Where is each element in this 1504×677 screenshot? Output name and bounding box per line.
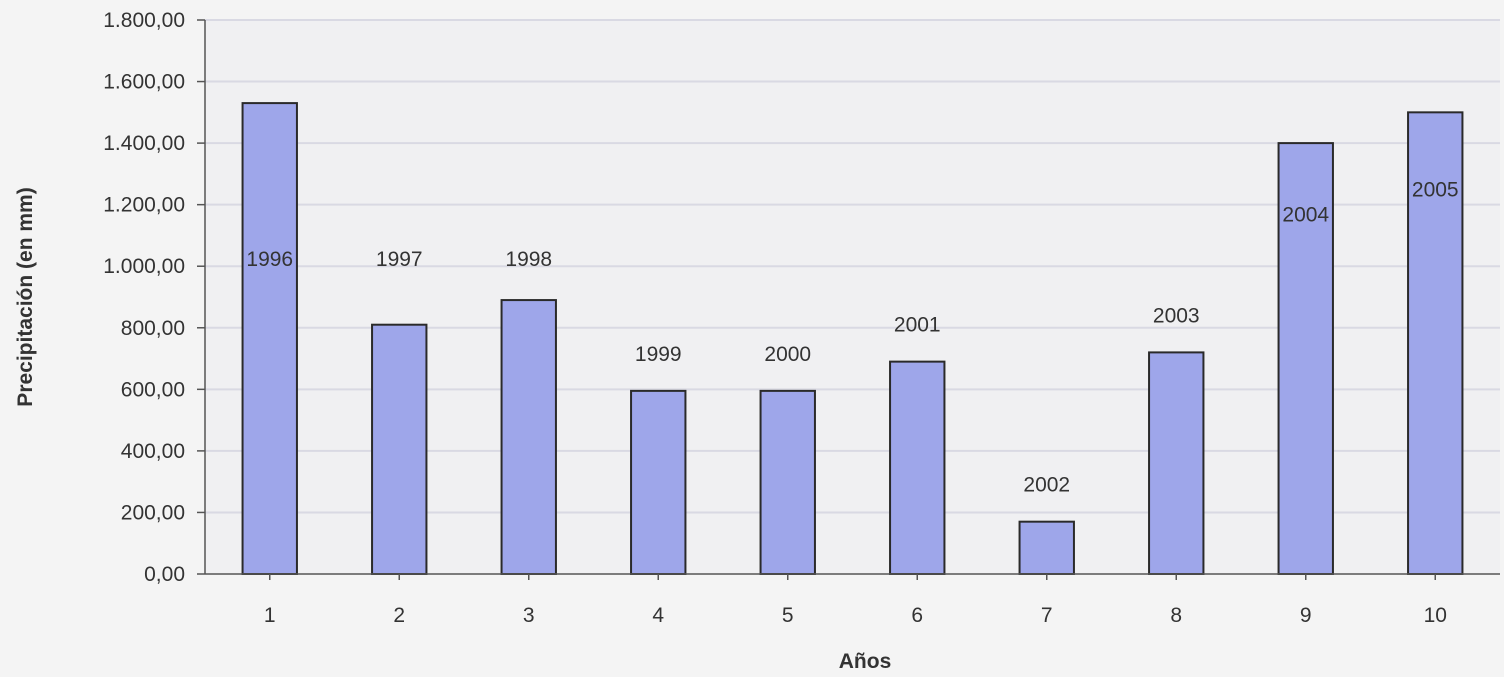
x-tick-label: 7: [1041, 604, 1053, 627]
bar: [630, 389, 687, 575]
y-tick-label: 600,00: [121, 378, 185, 401]
bar: [371, 323, 428, 576]
axes: [204, 20, 1500, 575]
y-tick-label: 1.600,00: [103, 71, 185, 94]
x-tick-label: 2: [393, 604, 405, 627]
data-label: 2002: [1023, 474, 1070, 497]
y-tick-label: 0,00: [144, 563, 185, 586]
bars: [241, 102, 1464, 576]
y-tick-label: 1.000,00: [103, 255, 185, 278]
y-tick-label: 1.200,00: [103, 194, 185, 217]
bar: [1148, 351, 1205, 575]
data-label: 1998: [505, 248, 552, 271]
x-tick-label: 4: [652, 604, 664, 627]
bar: [889, 360, 946, 575]
x-tick-label: 10: [1424, 604, 1447, 627]
x-tick-label: 3: [523, 604, 535, 627]
bar: [1277, 142, 1334, 575]
y-tick-label: 1.400,00: [103, 132, 185, 155]
y-tick-label: 1.800,00: [103, 9, 185, 32]
data-label: 1996: [246, 248, 293, 271]
data-label: 1999: [635, 343, 682, 366]
y-tick-label: 800,00: [121, 317, 185, 340]
bar: [241, 102, 298, 575]
y-tick-label: 200,00: [121, 501, 185, 524]
data-label: 2003: [1153, 304, 1200, 327]
y-axis-title: Precipitación (en mm): [14, 187, 37, 406]
data-label: 2004: [1282, 203, 1329, 226]
x-tick-label: 8: [1170, 604, 1182, 627]
y-tick-label: 400,00: [121, 440, 185, 463]
x-tick-label: 6: [911, 604, 923, 627]
x-tick-label: 1: [264, 604, 276, 627]
x-tick-label: 9: [1300, 604, 1312, 627]
bar: [500, 299, 557, 575]
data-label: 2001: [894, 314, 941, 337]
y-tick-labels: 0,00 200,00 400,00 600,00 800,00 1.000,00 1.20…: [103, 9, 205, 586]
x-tick-label: 5: [782, 604, 794, 627]
x-tick-labels: 1 2 3 4 5 6 7 8 9 10: [264, 574, 1447, 627]
data-label: 2005: [1412, 179, 1459, 202]
data-label: 2000: [764, 343, 811, 366]
x-axis-title: Años: [839, 650, 892, 673]
bar: [1018, 520, 1075, 576]
data-label: 1997: [376, 248, 423, 271]
bar: [759, 389, 816, 575]
data-labels: 1996 1997 1998 1999 2000 2001 2002 2003 2004 2005: [246, 179, 1458, 497]
bar: [1407, 111, 1464, 575]
